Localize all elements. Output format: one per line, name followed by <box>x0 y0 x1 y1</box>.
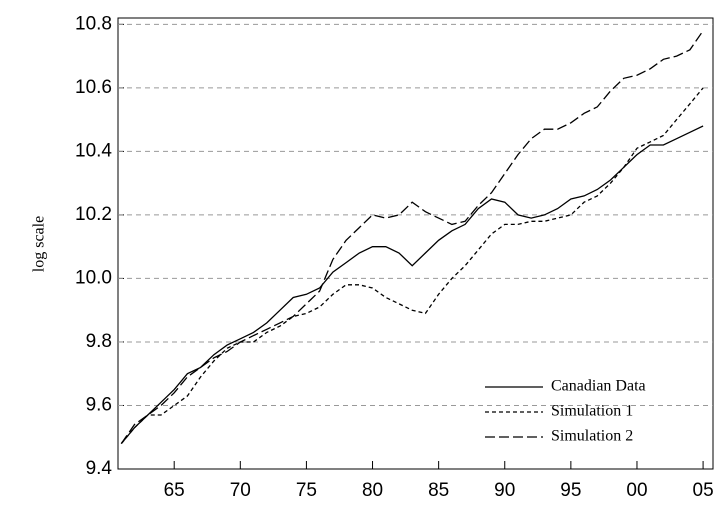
x-tick-label: 00 <box>626 480 647 501</box>
series-line <box>120 87 704 445</box>
y-tick-label: 10.4 <box>75 140 112 161</box>
y-axis-label: log scale <box>31 216 48 272</box>
x-tick-label: 65 <box>164 480 185 501</box>
x-tick-label: 80 <box>362 480 383 501</box>
x-tick-label: 90 <box>494 480 515 501</box>
y-tick-label: 10.6 <box>75 77 112 98</box>
y-tick-label: 10.2 <box>75 204 112 225</box>
y-tick-label: 9.6 <box>86 394 112 415</box>
x-tick-label: 75 <box>296 480 317 501</box>
series-line <box>120 125 704 445</box>
legend-label: Canadian Data <box>551 378 646 395</box>
legend-label: Simulation 1 <box>551 403 633 420</box>
x-tick-label: 85 <box>428 480 449 501</box>
y-tick-label: 9.4 <box>86 458 113 479</box>
legend-label: Simulation 2 <box>551 428 633 445</box>
series-line <box>120 30 704 444</box>
x-tick-label: 05 <box>693 480 714 501</box>
y-tick-label: 9.8 <box>86 331 112 352</box>
plot-frame <box>117 17 714 470</box>
x-tick-label: 95 <box>560 480 581 501</box>
y-tick-label: 10.0 <box>75 267 112 288</box>
x-tick-label: 70 <box>230 480 251 501</box>
y-tick-label: 10.8 <box>75 13 112 34</box>
